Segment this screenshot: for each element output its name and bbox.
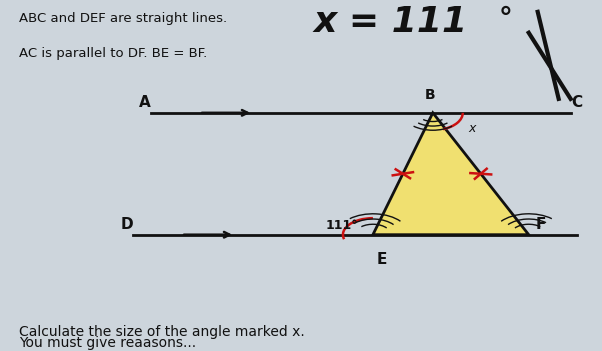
Text: 111°: 111° (325, 219, 358, 232)
Text: D: D (121, 217, 134, 232)
Text: C: C (571, 95, 582, 110)
Text: You must give reaasons...: You must give reaasons... (19, 336, 196, 350)
Text: Calculate the size of the angle marked x.: Calculate the size of the angle marked x… (19, 325, 305, 339)
Text: x = 111: x = 111 (313, 5, 467, 39)
Text: A: A (139, 95, 151, 110)
Text: °: ° (498, 5, 513, 33)
Text: ABC and DEF are straight lines.: ABC and DEF are straight lines. (19, 12, 228, 25)
Text: B: B (424, 88, 435, 102)
Polygon shape (373, 113, 529, 235)
Text: F: F (536, 217, 546, 232)
Text: E: E (377, 252, 387, 266)
Text: x: x (468, 122, 476, 135)
Text: AC is parallel to DF. BE = BF.: AC is parallel to DF. BE = BF. (19, 47, 208, 60)
